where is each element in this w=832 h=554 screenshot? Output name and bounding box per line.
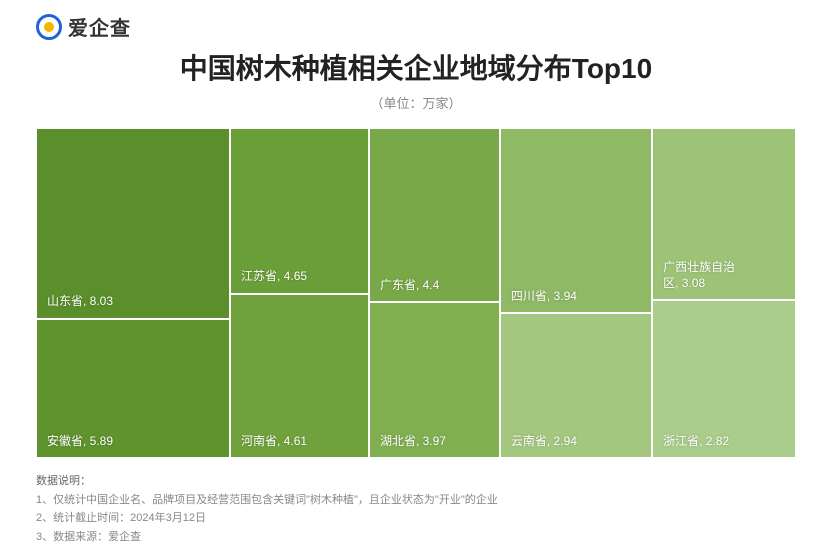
logo-icon <box>36 14 62 40</box>
treemap-cell: 山东省, 8.03 <box>36 128 230 319</box>
treemap-cell-label: 安徽省, 5.89 <box>47 433 113 449</box>
logo-text: 爱企查 <box>68 12 131 41</box>
footer-line: 1、仅统计中国企业名、品牌项目及经营范围包含关键词"树木种植"，且企业状态为"开… <box>36 491 796 510</box>
treemap-cell-label: 四川省, 3.94 <box>511 288 577 304</box>
treemap-cell-label: 广西壮族自治 区, 3.08 <box>663 259 735 291</box>
footer-line: 3、数据来源：爱企查 <box>36 528 796 547</box>
chart-title: 中国树木种植相关企业地域分布Top10 <box>0 47 832 87</box>
treemap-cell: 广东省, 4.4 <box>369 128 500 302</box>
treemap-cell: 广西壮族自治 区, 3.08 <box>652 128 796 300</box>
treemap-cell-label: 江苏省, 4.65 <box>241 268 307 284</box>
treemap-cell: 河南省, 4.61 <box>230 294 369 458</box>
treemap-cell: 安徽省, 5.89 <box>36 319 230 458</box>
treemap-cell-label: 浙江省, 2.82 <box>663 433 729 449</box>
treemap-cell: 四川省, 3.94 <box>500 128 652 313</box>
footer-heading: 数据说明： <box>36 472 796 491</box>
footer-notes: 数据说明： 1、仅统计中国企业名、品牌项目及经营范围包含关键词"树木种植"，且企… <box>36 472 796 547</box>
treemap-cell-label: 山东省, 8.03 <box>47 293 113 309</box>
treemap-cell-label: 河南省, 4.61 <box>241 433 307 449</box>
treemap-cell: 湖北省, 3.97 <box>369 302 500 458</box>
logo-row: 爱企查 <box>0 0 832 41</box>
treemap-cell: 江苏省, 4.65 <box>230 128 369 294</box>
footer-line: 2、统计截止时间：2024年3月12日 <box>36 509 796 528</box>
treemap-cell: 云南省, 2.94 <box>500 313 652 458</box>
treemap-cell-label: 湖北省, 3.97 <box>380 433 446 449</box>
treemap-cell-label: 云南省, 2.94 <box>511 433 577 449</box>
treemap-cell-label: 广东省, 4.4 <box>380 277 439 293</box>
chart-subtitle: （单位：万家） <box>0 93 832 112</box>
treemap-chart: 山东省, 8.03 安徽省, 5.89 江苏省, 4.65 河南省, 4.61 广东省,… <box>36 128 796 458</box>
treemap-cell: 浙江省, 2.82 <box>652 300 796 458</box>
